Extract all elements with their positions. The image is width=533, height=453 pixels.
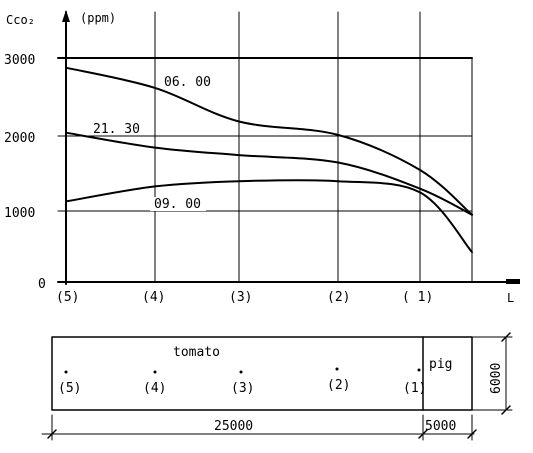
zone-label-tomato: tomato	[173, 345, 220, 360]
point-label: (2)	[327, 378, 350, 393]
point-label: (5)	[58, 381, 81, 396]
width-dim-tick	[47, 429, 57, 439]
x-tick-label: (2)	[327, 290, 350, 305]
x-tick-label: ( 1)	[402, 290, 433, 305]
height-dim-label: 6000	[489, 363, 504, 394]
height-dim-tick	[501, 332, 511, 342]
y-tick-label: 2000	[4, 131, 35, 146]
x-tick-label: (3)	[229, 290, 252, 305]
plan-outline	[51, 336, 473, 411]
series-label-bg	[90, 121, 144, 135]
sampling-point	[64, 370, 68, 374]
sampling-point	[239, 370, 243, 374]
width-dim-label-pig: 5000	[425, 419, 456, 434]
x-tick-label: (4)	[142, 290, 165, 305]
sampling-point	[153, 370, 157, 374]
series-label-0900: 09. 00	[154, 197, 201, 212]
series-label-2130: 21. 30	[93, 122, 140, 137]
sampling-point	[335, 367, 339, 371]
y-axis-arrow-icon	[62, 10, 70, 22]
width-dim-label-tomato: 25000	[214, 419, 253, 434]
y-tick-label: 3000	[4, 53, 35, 68]
y-axis-unit: (ppm)	[80, 11, 116, 25]
x-tick-label: (5)	[56, 290, 79, 305]
series-line-0900	[65, 179, 473, 254]
series-label-bg	[150, 197, 206, 211]
co2-chart: Cco₂ (ppm) L 3000 2000 1000 0 (5) (4) (3…	[4, 10, 520, 305]
point-label: (4)	[143, 381, 166, 396]
zone-label-pig: pig	[429, 357, 452, 372]
series-line-2130	[65, 131, 473, 216]
width-dim-tick	[467, 429, 477, 439]
height-dim-tick	[501, 405, 511, 415]
series-label-0600: 06. 00	[164, 75, 211, 90]
y-axis-label: Cco₂	[6, 13, 35, 27]
greenhouse-plan: tomato pig (5) (4) (3) (2) (1) 6000 2500…	[41, 332, 513, 441]
x-axis-end-label: L	[507, 291, 514, 305]
sampling-point	[417, 368, 421, 372]
point-label: (1)	[403, 381, 426, 396]
width-dim-tick	[418, 429, 428, 439]
y-tick-label: 0	[38, 277, 46, 292]
x-axis-arrow-icon	[506, 279, 520, 284]
y-tick-label: 1000	[4, 206, 35, 221]
point-label: (3)	[231, 381, 254, 396]
series-line-0600	[65, 66, 473, 216]
